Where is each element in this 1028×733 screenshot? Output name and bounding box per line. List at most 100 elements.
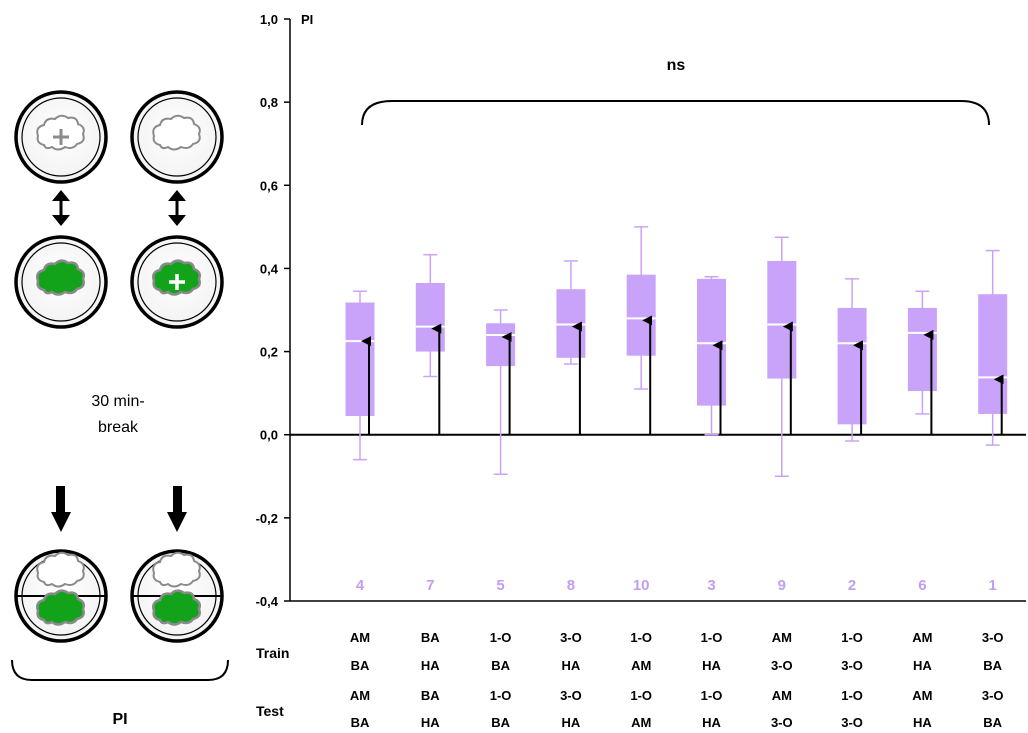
break-text-line2: break [98, 419, 139, 436]
double-arrow-icon [168, 190, 186, 226]
train-label-line1: 3-O [560, 630, 582, 645]
down-arrow-icon [167, 486, 187, 532]
plate-top-right [130, 90, 224, 184]
sample-size-label: 2 [848, 577, 856, 594]
train-label-line2: HA [421, 658, 440, 673]
boxes-layer [345, 226, 1008, 478]
test-label-line2: HA [702, 715, 721, 730]
iqr-box [697, 278, 726, 406]
test-label-line2: BA [491, 715, 510, 730]
train-label-line2: 3-O [841, 658, 863, 673]
odor-cloud-empty-icon [152, 551, 201, 588]
test-label-line1: BA [421, 688, 440, 703]
iqr-box [486, 323, 516, 367]
test-label-line1: AM [912, 688, 932, 703]
test-row-label: Test [256, 703, 284, 719]
train-label-line2: HA [702, 658, 721, 673]
train-label-line1: 1-O [701, 630, 723, 645]
y-ticks: -0,4 -0,2 0,0 0,2 0,4 0,6 0,8 1,0 [256, 12, 290, 609]
box-plot-chart: PI -0,4 -0,2 0,0 0,2 0,4 0,6 0,8 1,0 ns 4 7 5 8 10 3… [256, 12, 1026, 730]
train-row-label: Train [256, 645, 289, 661]
pi-label: PI [112, 711, 127, 728]
iqr-box [556, 289, 586, 358]
plus-icon [53, 129, 69, 145]
odor-cloud-green-icon [36, 589, 86, 626]
odor-cloud-empty-icon [36, 551, 85, 588]
y-tick-label: 0,4 [260, 261, 279, 276]
train-label-line1: AM [772, 630, 792, 645]
test-label-line2: AM [631, 715, 651, 730]
plate-mid-left [14, 235, 108, 329]
plate-top-left [14, 90, 108, 184]
sample-size-label: 8 [567, 577, 575, 594]
test-label-line2: HA [562, 715, 581, 730]
test-plate-left [14, 549, 108, 643]
y-tick-label: 0,8 [260, 95, 278, 110]
category-labels: AM BA AM BA BA HA BA HA 1-O BA 1-O BA 3-O HA 3-O HA 1-O A… [350, 630, 1004, 730]
test-label-line2: 3-O [841, 715, 863, 730]
pi-bracket [11, 659, 229, 681]
sample-size-label: 6 [918, 577, 926, 594]
train-label-line1: 3-O [982, 630, 1004, 645]
y-tick-label: 1,0 [260, 12, 278, 27]
test-label-line2: BA [983, 715, 1002, 730]
y-tick-label: 0,0 [260, 428, 278, 443]
test-label-line2: HA [913, 715, 932, 730]
train-label-line1: 1-O [841, 630, 863, 645]
test-label-line1: 1-O [841, 688, 863, 703]
sample-size-label: 10 [633, 577, 650, 594]
iqr-box [837, 307, 867, 425]
y-axis-label: PI [301, 12, 313, 27]
test-plate-right [130, 549, 224, 643]
iqr-box [626, 274, 656, 356]
break-text-line1: 30 min- [91, 393, 144, 410]
test-label-line1: 1-O [630, 688, 652, 703]
double-arrow-icon [52, 190, 70, 226]
iqr-box [907, 307, 937, 392]
training-schematic: 30 min- break PI [11, 90, 229, 728]
test-label-line1: 3-O [982, 688, 1004, 703]
train-label-line1: 1-O [490, 630, 512, 645]
test-label-line2: 3-O [771, 715, 793, 730]
test-label-line1: 1-O [701, 688, 723, 703]
plate-mid-right [130, 235, 224, 329]
iqr-box [978, 294, 1008, 414]
train-label-line1: AM [350, 630, 370, 645]
significance-label: ns [667, 57, 686, 74]
plus-icon [169, 274, 185, 290]
counts-layer: 4 7 5 8 10 3 9 2 6 1 [356, 577, 997, 594]
train-label-line1: 1-O [630, 630, 652, 645]
sample-size-label: 4 [356, 577, 365, 594]
y-tick-label: 0,2 [260, 345, 278, 360]
train-label-line2: BA [491, 658, 510, 673]
train-label-line2: AM [631, 658, 651, 673]
y-tick-label: -0,2 [256, 511, 278, 526]
significance-bracket [361, 100, 990, 126]
train-label-line2: HA [562, 658, 581, 673]
train-label-line2: BA [983, 658, 1002, 673]
sample-size-label: 7 [426, 577, 434, 594]
test-label-line1: 1-O [490, 688, 512, 703]
test-label-line1: 3-O [560, 688, 582, 703]
train-label-line2: HA [913, 658, 932, 673]
test-label-line1: AM [772, 688, 792, 703]
train-label-line1: BA [421, 630, 440, 645]
odor-cloud-empty-icon [152, 114, 201, 151]
test-label-line2: HA [421, 715, 440, 730]
iqr-box [415, 282, 445, 352]
sample-size-label: 1 [989, 577, 997, 594]
iqr-box [767, 260, 797, 379]
test-label-line1: AM [350, 688, 370, 703]
train-label-line1: AM [912, 630, 932, 645]
sample-size-label: 9 [778, 577, 786, 594]
odor-cloud-green-icon [152, 589, 202, 626]
test-label-line2: BA [351, 715, 370, 730]
odor-cloud-green-icon [36, 259, 86, 296]
train-label-line2: BA [351, 658, 370, 673]
train-label-line2: 3-O [771, 658, 793, 673]
y-tick-label: 0,6 [260, 178, 278, 193]
down-arrow-icon [51, 486, 71, 532]
y-tick-label: -0,4 [256, 594, 279, 609]
iqr-box [345, 302, 375, 417]
sample-size-label: 3 [707, 577, 715, 594]
